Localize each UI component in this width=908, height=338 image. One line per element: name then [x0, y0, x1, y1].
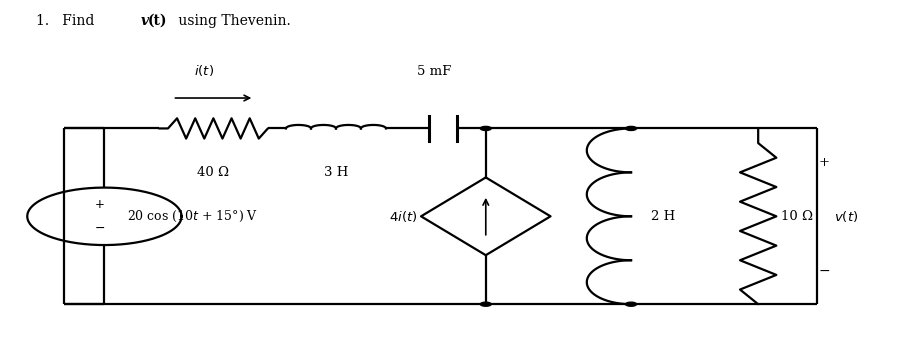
Text: $v(t)$: $v(t)$ [834, 209, 858, 224]
Text: +: + [95, 198, 104, 211]
Text: (t): (t) [148, 14, 167, 27]
Text: $i(t)$: $i(t)$ [194, 63, 214, 78]
Text: −: − [819, 263, 830, 277]
Circle shape [480, 126, 491, 130]
Text: 3 H: 3 H [324, 166, 348, 178]
Text: 2 H: 2 H [651, 210, 676, 223]
Text: $4i(t)$: $4i(t)$ [390, 209, 418, 224]
Text: 40 Ω: 40 Ω [197, 166, 230, 178]
Text: 20 cos (10$t$ + 15°) V: 20 cos (10$t$ + 15°) V [127, 209, 258, 224]
Text: 10 Ω: 10 Ω [781, 210, 813, 223]
Circle shape [626, 302, 637, 306]
Circle shape [626, 126, 637, 130]
Text: 5 mF: 5 mF [417, 65, 451, 78]
Text: using Thevenin.: using Thevenin. [174, 14, 291, 27]
Text: −: − [94, 222, 105, 235]
Text: v: v [141, 14, 149, 27]
Text: 1.   Find: 1. Find [36, 14, 99, 27]
Circle shape [480, 302, 491, 306]
Text: +: + [819, 156, 830, 169]
